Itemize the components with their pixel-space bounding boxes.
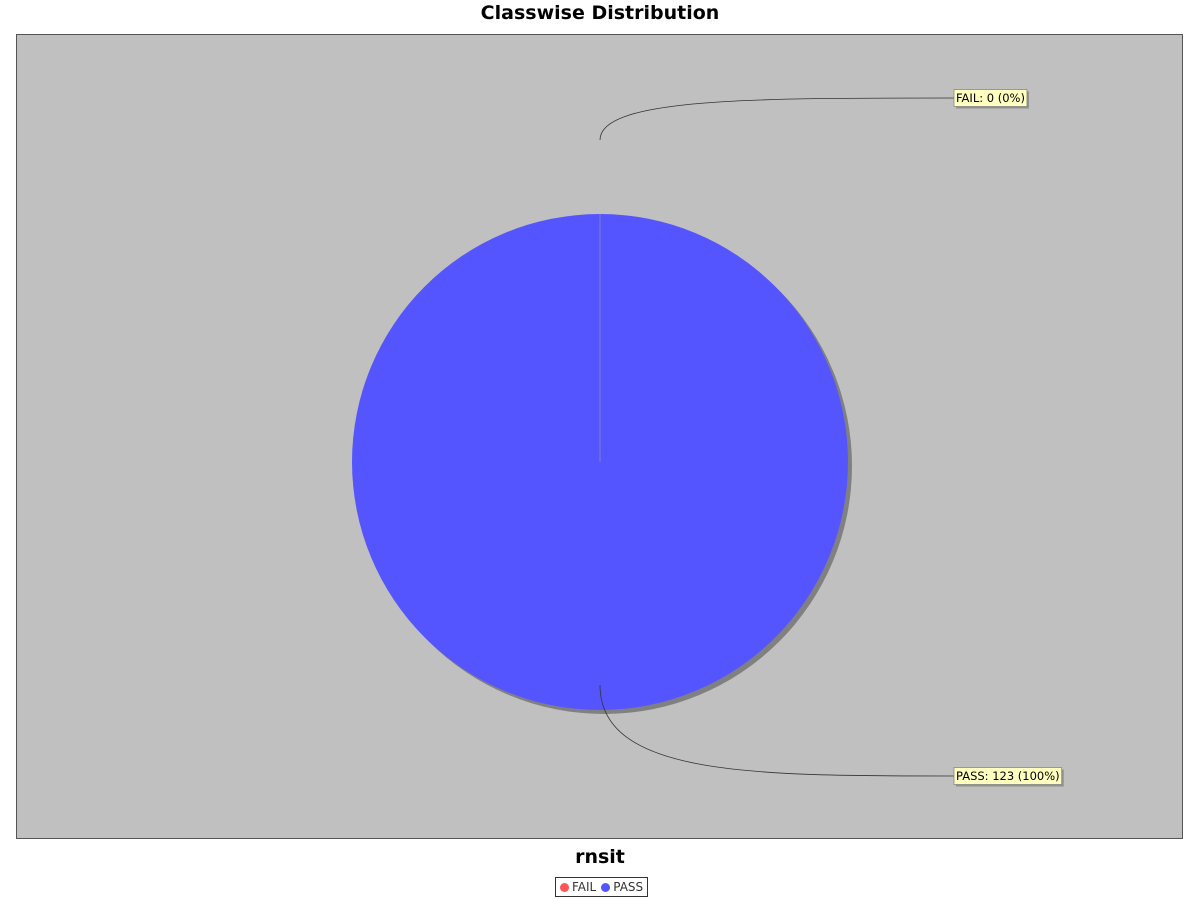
legend-pass-dot-icon	[601, 882, 611, 892]
legend-fail-label: FAIL	[572, 880, 597, 894]
legend-item-pass: PASS	[601, 880, 643, 894]
slice-label-fail: FAIL: 0 (0%)	[953, 89, 1029, 109]
slice-label-box-fail	[953, 89, 1028, 107]
legend: FAIL PASS	[555, 877, 649, 897]
legend-pass-label: PASS	[613, 880, 644, 894]
slice-label-box-pass	[953, 767, 1063, 785]
chart-subtitle: rnsit	[575, 846, 625, 868]
chart-title: Classwise Distribution	[480, 2, 720, 24]
legend-fail-dot-icon	[560, 882, 569, 892]
legend-item-fail: FAIL	[560, 880, 596, 894]
slice-label-text-pass: PASS: 123 (100%)	[956, 769, 1060, 783]
slice-label-pass: PASS: 123 (100%)	[953, 767, 1064, 787]
leader-line-fail	[599, 97, 955, 141]
leader-line-pass	[599, 684, 955, 777]
slice-label-text-fail: FAIL: 0 (0%)	[956, 91, 1025, 105]
